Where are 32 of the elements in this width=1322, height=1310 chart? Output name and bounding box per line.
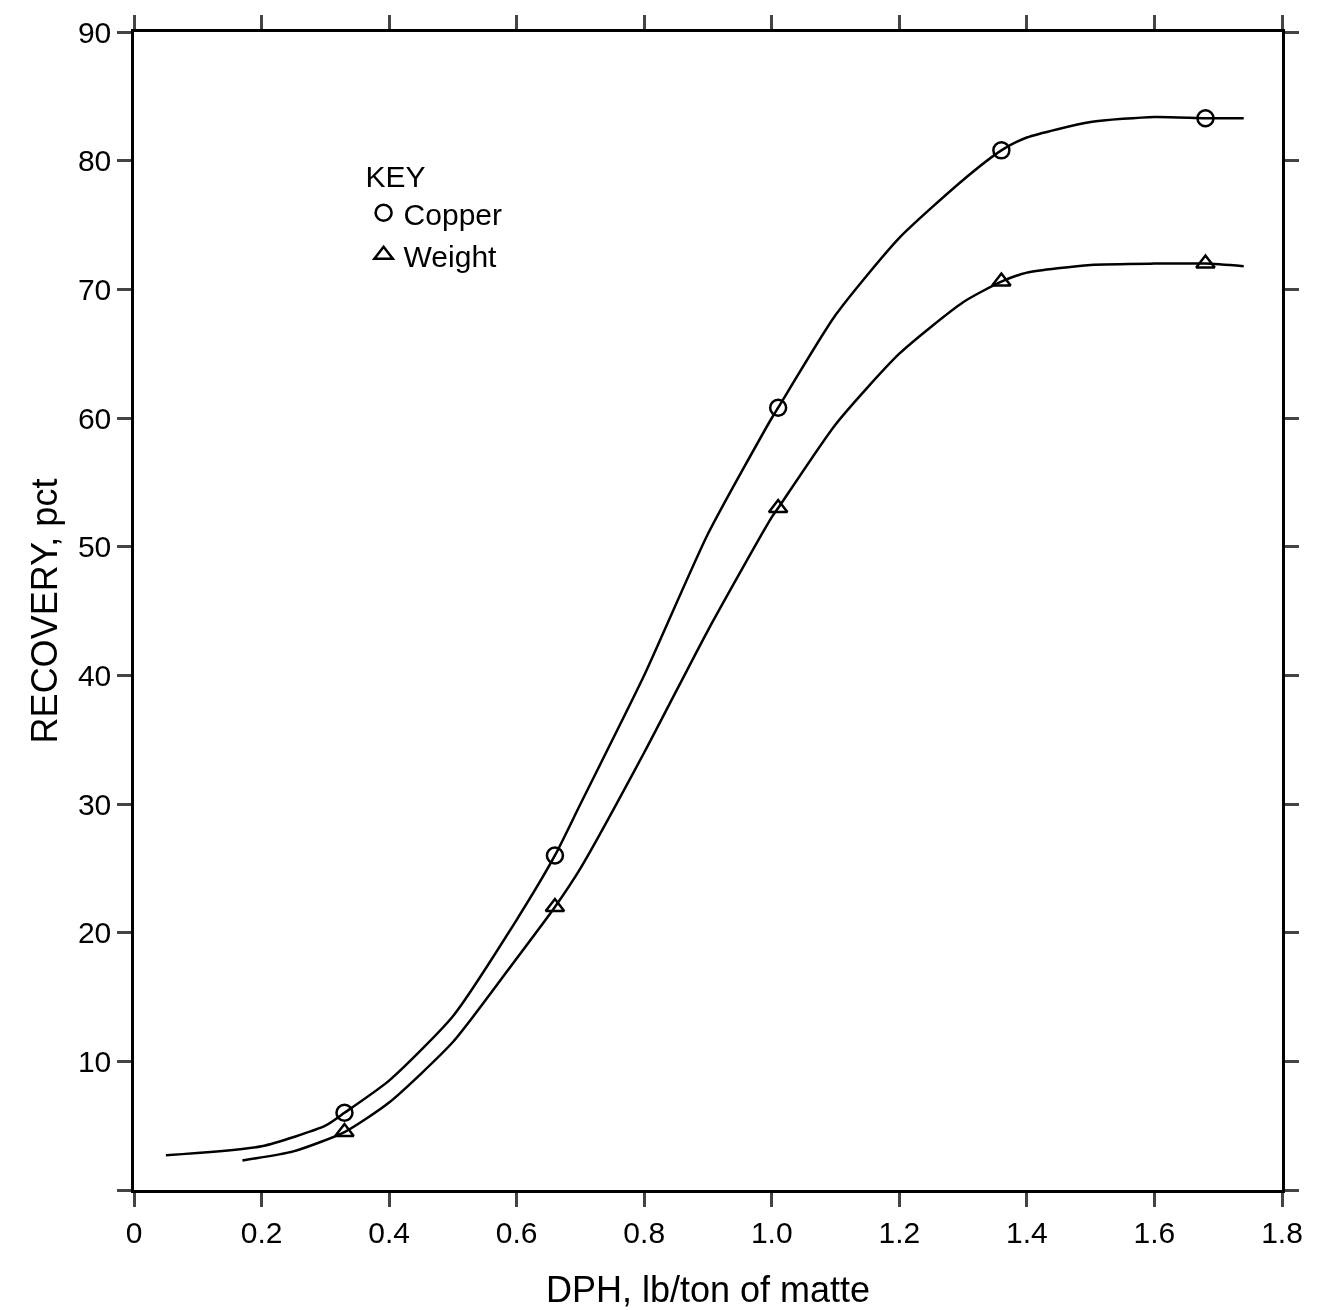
point [768,398,788,417]
x-tick-label: 1.4 [1006,1215,1048,1249]
x-tick-label: 1.2 [878,1215,921,1249]
x-tick-label: 1.6 [1133,1215,1176,1249]
y-tick-label: 30 [77,787,112,821]
point [544,897,566,913]
y-tick-label: 20 [77,916,112,950]
x-tick-label: 0.8 [623,1215,666,1249]
point [1196,108,1215,128]
point [992,141,1011,160]
x-tick-label: 0.2 [240,1215,283,1249]
y-tick-label: 40 [77,658,112,692]
y-tick-label: 60 [77,401,112,435]
point [335,1103,354,1123]
y-axis-title: RECOVERY, pct [23,478,65,744]
x-tick-label: 0 [125,1215,143,1249]
legend-label: Copper [403,197,503,231]
x-tick-label: 1.8 [1261,1215,1303,1249]
y-tick-label: 10 [77,1044,112,1078]
legend-title: KEY [365,159,426,193]
point [545,846,565,865]
x-tick-label: 0.4 [368,1215,410,1249]
y-tick-label: 50 [77,530,112,564]
x-tick-label: 1.0 [750,1215,793,1249]
x-axis-title: DPH, lb/ton of matte [545,1269,871,1310]
legend-label: Weight [403,239,498,273]
point [767,498,789,514]
y-tick-label: 80 [77,144,112,178]
point [333,1122,355,1138]
x-tick-label: 0.6 [495,1215,538,1249]
y-tick-label: 70 [77,272,112,306]
y-tick-label: 90 [77,15,112,49]
